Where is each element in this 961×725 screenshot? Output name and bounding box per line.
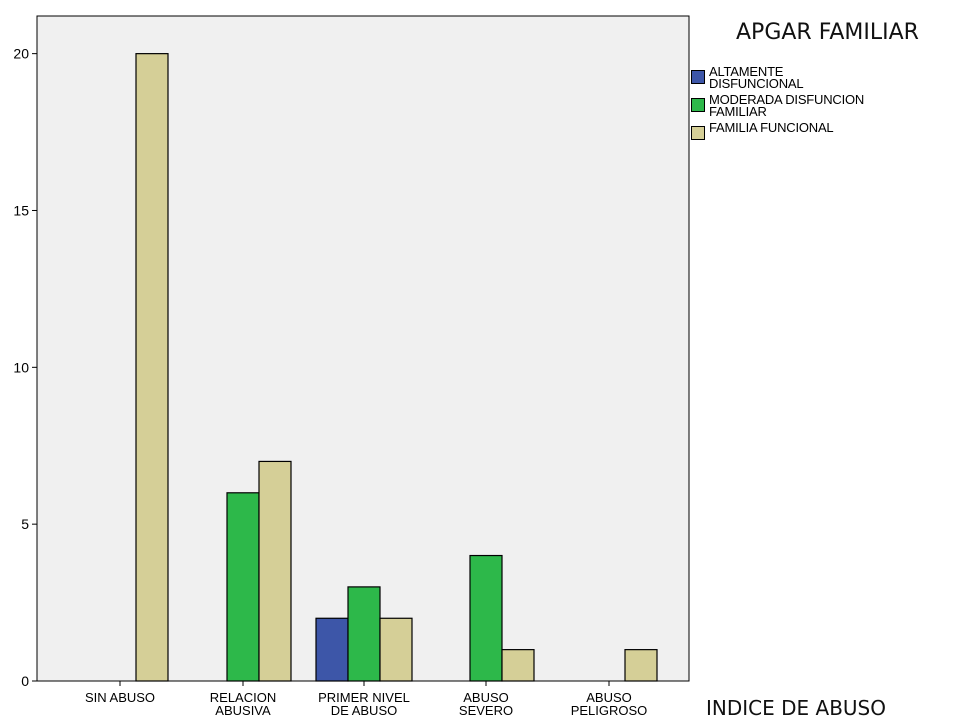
legend-label: FAMILIA FUNCIONAL [709, 120, 834, 135]
bar [501, 649, 535, 682]
legend-label: ALTAMENTE DISFUNCIONAL [709, 64, 804, 91]
x-tick-label: RELACION ABUSIVA [210, 690, 276, 718]
x-tick-label: SIN ABUSO [85, 690, 155, 705]
legend-swatch [691, 70, 705, 84]
bar [226, 492, 260, 682]
legend: ALTAMENTE DISFUNCIONAL MODERADA DISFUNCION… [691, 64, 956, 144]
y-tick-label: 5 [21, 516, 29, 532]
x-tick-label: PRIMER NIVEL DE ABUSO [318, 690, 410, 718]
legend-item: MODERADA DISFUNCION FAMILIAR [691, 92, 956, 119]
y-tick-label: 15 [13, 202, 29, 218]
x-tick-label: ABUSO PELIGROSO [571, 690, 648, 718]
y-tick-label: 20 [13, 46, 29, 62]
y-axis: 0 5 10 15 20 [13, 46, 37, 689]
y-tick-label: 10 [13, 359, 29, 375]
bar [315, 617, 349, 682]
bar [469, 554, 503, 682]
legend-swatch [691, 98, 705, 112]
legend-item: ALTAMENTE DISFUNCIONAL [691, 64, 956, 91]
x-tick-label: ABUSO SEVERO [459, 690, 513, 718]
legend-label: MODERADA DISFUNCION FAMILIAR [709, 92, 865, 119]
bars [135, 53, 658, 682]
bar [624, 649, 658, 682]
bar [258, 460, 292, 682]
x-axis-title: INDICE DE ABUSO [706, 696, 886, 720]
plot-area [36, 15, 690, 682]
y-tick-label: 0 [21, 673, 29, 689]
bar [379, 617, 413, 682]
legend-item: FAMILIA FUNCIONAL [691, 120, 956, 140]
legend-title: APGAR FAMILIAR [736, 20, 919, 45]
bar [347, 586, 381, 682]
legend-swatch [691, 126, 705, 140]
bar [135, 53, 169, 682]
x-axis: SIN ABUSO RELACION ABUSIVA PRIMER NIVEL DE A… [85, 681, 647, 718]
